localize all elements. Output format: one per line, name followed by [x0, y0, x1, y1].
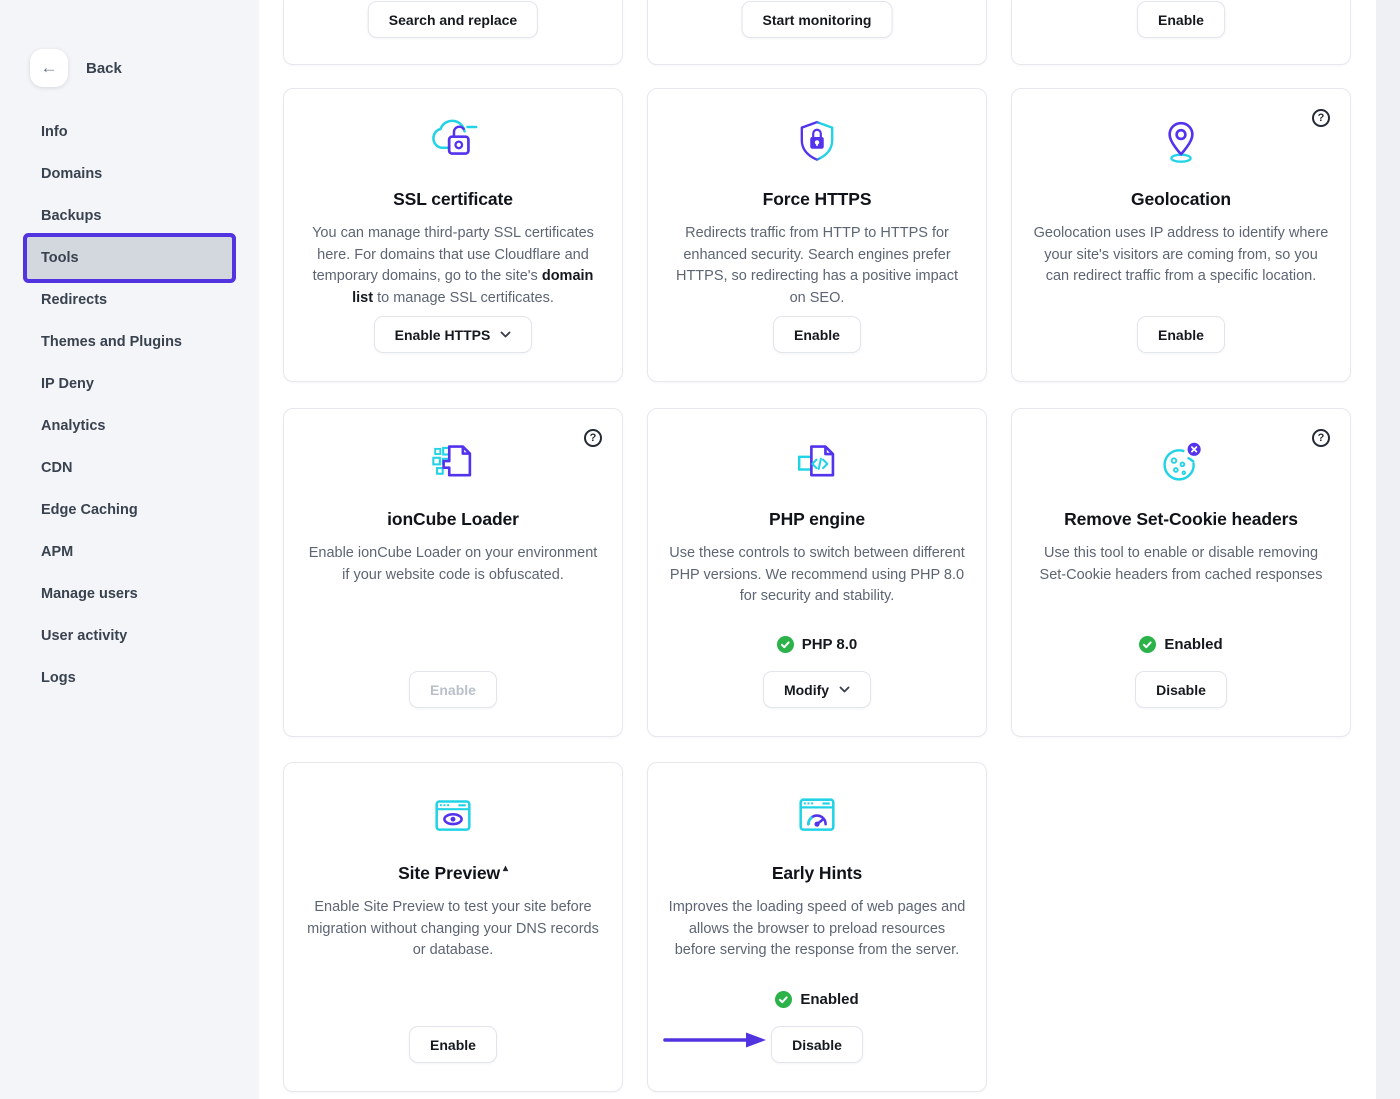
- card-description: Geolocation uses IP address to identify …: [1033, 225, 1329, 284]
- help-icon[interactable]: ?: [1312, 109, 1330, 127]
- arrow-left-icon: ←: [30, 49, 68, 87]
- sidebar-item-apm[interactable]: APM: [41, 544, 74, 560]
- enable-button[interactable]: Enable: [1137, 316, 1225, 353]
- check-circle-icon: [1139, 636, 1157, 653]
- document-blocks-icon: [423, 435, 483, 489]
- tool-card-force-https: Force HTTPS Redirects traffic from HTTP t…: [647, 88, 987, 382]
- help-icon[interactable]: ?: [584, 429, 602, 447]
- card-title: Site Preview ▴: [398, 863, 508, 883]
- card-description: You can manage third-party SSL certifica…: [312, 225, 594, 306]
- tool-card-early-hints: Early Hints Improves the loading speed of…: [647, 762, 987, 1092]
- tool-card-stub-2: Enable: [1011, 0, 1351, 65]
- sidebar-nav: Info Domains Backups Tools Redirects Themes a…: [0, 111, 259, 699]
- start-monitoring-button[interactable]: Start monitoring: [741, 1, 893, 38]
- title-marker: ▴: [503, 863, 508, 874]
- sidebar-item-backups[interactable]: Backups: [41, 208, 102, 224]
- status-label: PHP 8.0: [801, 636, 858, 653]
- card-title: Force HTTPS: [762, 189, 872, 209]
- tool-card-php-engine: PHP engine Use these controls to switch b…: [647, 408, 987, 737]
- sidebar-item-analytics[interactable]: Analytics: [41, 418, 106, 434]
- back-button[interactable]: ← Back: [30, 49, 259, 87]
- status-label: Enabled: [800, 991, 859, 1008]
- tool-card-ssl-certificate: SSL certificate You can manage third-part…: [283, 88, 623, 382]
- sidebar-item-edge-caching[interactable]: Edge Caching: [41, 502, 138, 518]
- card-title: Remove Set-Cookie headers: [1064, 509, 1298, 529]
- chevron-down-icon: [839, 686, 850, 693]
- sidebar-item-domains[interactable]: Domains: [41, 166, 103, 182]
- status-label: Enabled: [1164, 636, 1223, 653]
- sidebar-item-cdn[interactable]: CDN: [41, 460, 73, 476]
- card-description: Enable Site Preview to test your site be…: [307, 899, 599, 958]
- tool-card-remove-set-cookie-headers: ? Remove Set-Cookie headers Use this tool…: [1011, 408, 1351, 737]
- enable-button[interactable]: Enable: [1137, 1, 1225, 38]
- annotation-arrow: [662, 1030, 768, 1055]
- main-content: Search and replace Start monitoring Enable…: [259, 0, 1376, 1099]
- card-title: Early Hints: [771, 863, 863, 883]
- sidebar-item-info[interactable]: Info: [41, 124, 68, 140]
- check-circle-icon: [776, 636, 794, 653]
- sidebar-item-user-activity[interactable]: User activity: [41, 628, 128, 644]
- card-title: Geolocation: [1130, 189, 1232, 209]
- document-code-icon: [787, 435, 847, 489]
- chevron-down-icon: [500, 331, 511, 338]
- domain-list-link[interactable]: domain list: [352, 268, 594, 306]
- tool-card-site-preview: Site Preview ▴ Enable Site Preview to test…: [283, 762, 623, 1092]
- card-title: SSL certificate: [393, 189, 513, 209]
- map-pin-icon: [1153, 115, 1209, 169]
- sidebar-item-ip-deny[interactable]: IP Deny: [41, 376, 94, 392]
- tool-card-geolocation: ? Geolocation Geolocation uses IP address…: [1011, 88, 1351, 382]
- card-description: Redirects traffic from HTTP to HTTPS for…: [675, 225, 959, 306]
- tools-row-3: ? ionCube Loader Enable ionCube Loader on…: [283, 408, 1351, 737]
- shield-lock-icon: [790, 115, 844, 169]
- browser-speedometer-icon: [788, 789, 846, 843]
- check-circle-icon: [775, 991, 793, 1008]
- tools-row-4: Site Preview ▴ Enable Site Preview to test…: [283, 762, 987, 1092]
- disable-button[interactable]: Disable: [1135, 671, 1227, 708]
- card-title: ionCube Loader: [387, 509, 519, 529]
- help-icon[interactable]: ?: [1312, 429, 1330, 447]
- card-description: Use these controls to switch between dif…: [669, 545, 965, 604]
- tools-row-top: Search and replace Start monitoring Enable: [283, 0, 1351, 65]
- sidebar-item-redirects[interactable]: Redirects: [41, 292, 108, 308]
- search-and-replace-button[interactable]: Search and replace: [367, 1, 539, 38]
- sidebar-item-themes-and-plugins[interactable]: Themes and Plugins: [41, 334, 182, 350]
- sidebar-item-manage-users[interactable]: Manage users: [41, 586, 138, 602]
- status-badge: PHP 8.0: [776, 636, 858, 653]
- tools-row-2: SSL certificate You can manage third-part…: [283, 88, 1351, 382]
- ssl-cloud-lock-icon: [422, 115, 484, 169]
- sidebar-item-tools[interactable]: Tools: [27, 237, 232, 279]
- card-description: Improves the loading speed of web pages …: [668, 899, 966, 958]
- back-label: Back: [86, 59, 122, 77]
- enable-button[interactable]: Enable: [409, 671, 497, 708]
- page-background-strip: [1376, 0, 1400, 1099]
- tool-card-stub-1: Start monitoring: [647, 0, 987, 65]
- browser-eye-icon: [424, 789, 482, 843]
- card-title: PHP engine: [769, 509, 865, 529]
- sidebar: ← Back Info Domains Backups Tools Redirects T…: [0, 0, 259, 1099]
- tool-card-ioncube-loader: ? ionCube Loader Enable ionCube Loader on…: [283, 408, 623, 737]
- disable-button[interactable]: Disable: [771, 1026, 863, 1063]
- status-badge: Enabled: [1139, 636, 1223, 653]
- enable-button[interactable]: Enable: [409, 1026, 497, 1063]
- card-description: Use this tool to enable or disable remov…: [1039, 545, 1323, 583]
- enable-button[interactable]: Enable: [773, 316, 861, 353]
- enable-https-button[interactable]: Enable HTTPS: [373, 316, 533, 353]
- cookie-remove-icon: [1151, 435, 1211, 489]
- tool-card-stub-0: Search and replace: [283, 0, 623, 65]
- card-description: Enable ionCube Loader on your environmen…: [308, 545, 598, 583]
- status-badge: Enabled: [775, 991, 859, 1008]
- sidebar-item-logs[interactable]: Logs: [41, 670, 76, 686]
- modify-button[interactable]: Modify: [762, 671, 872, 708]
